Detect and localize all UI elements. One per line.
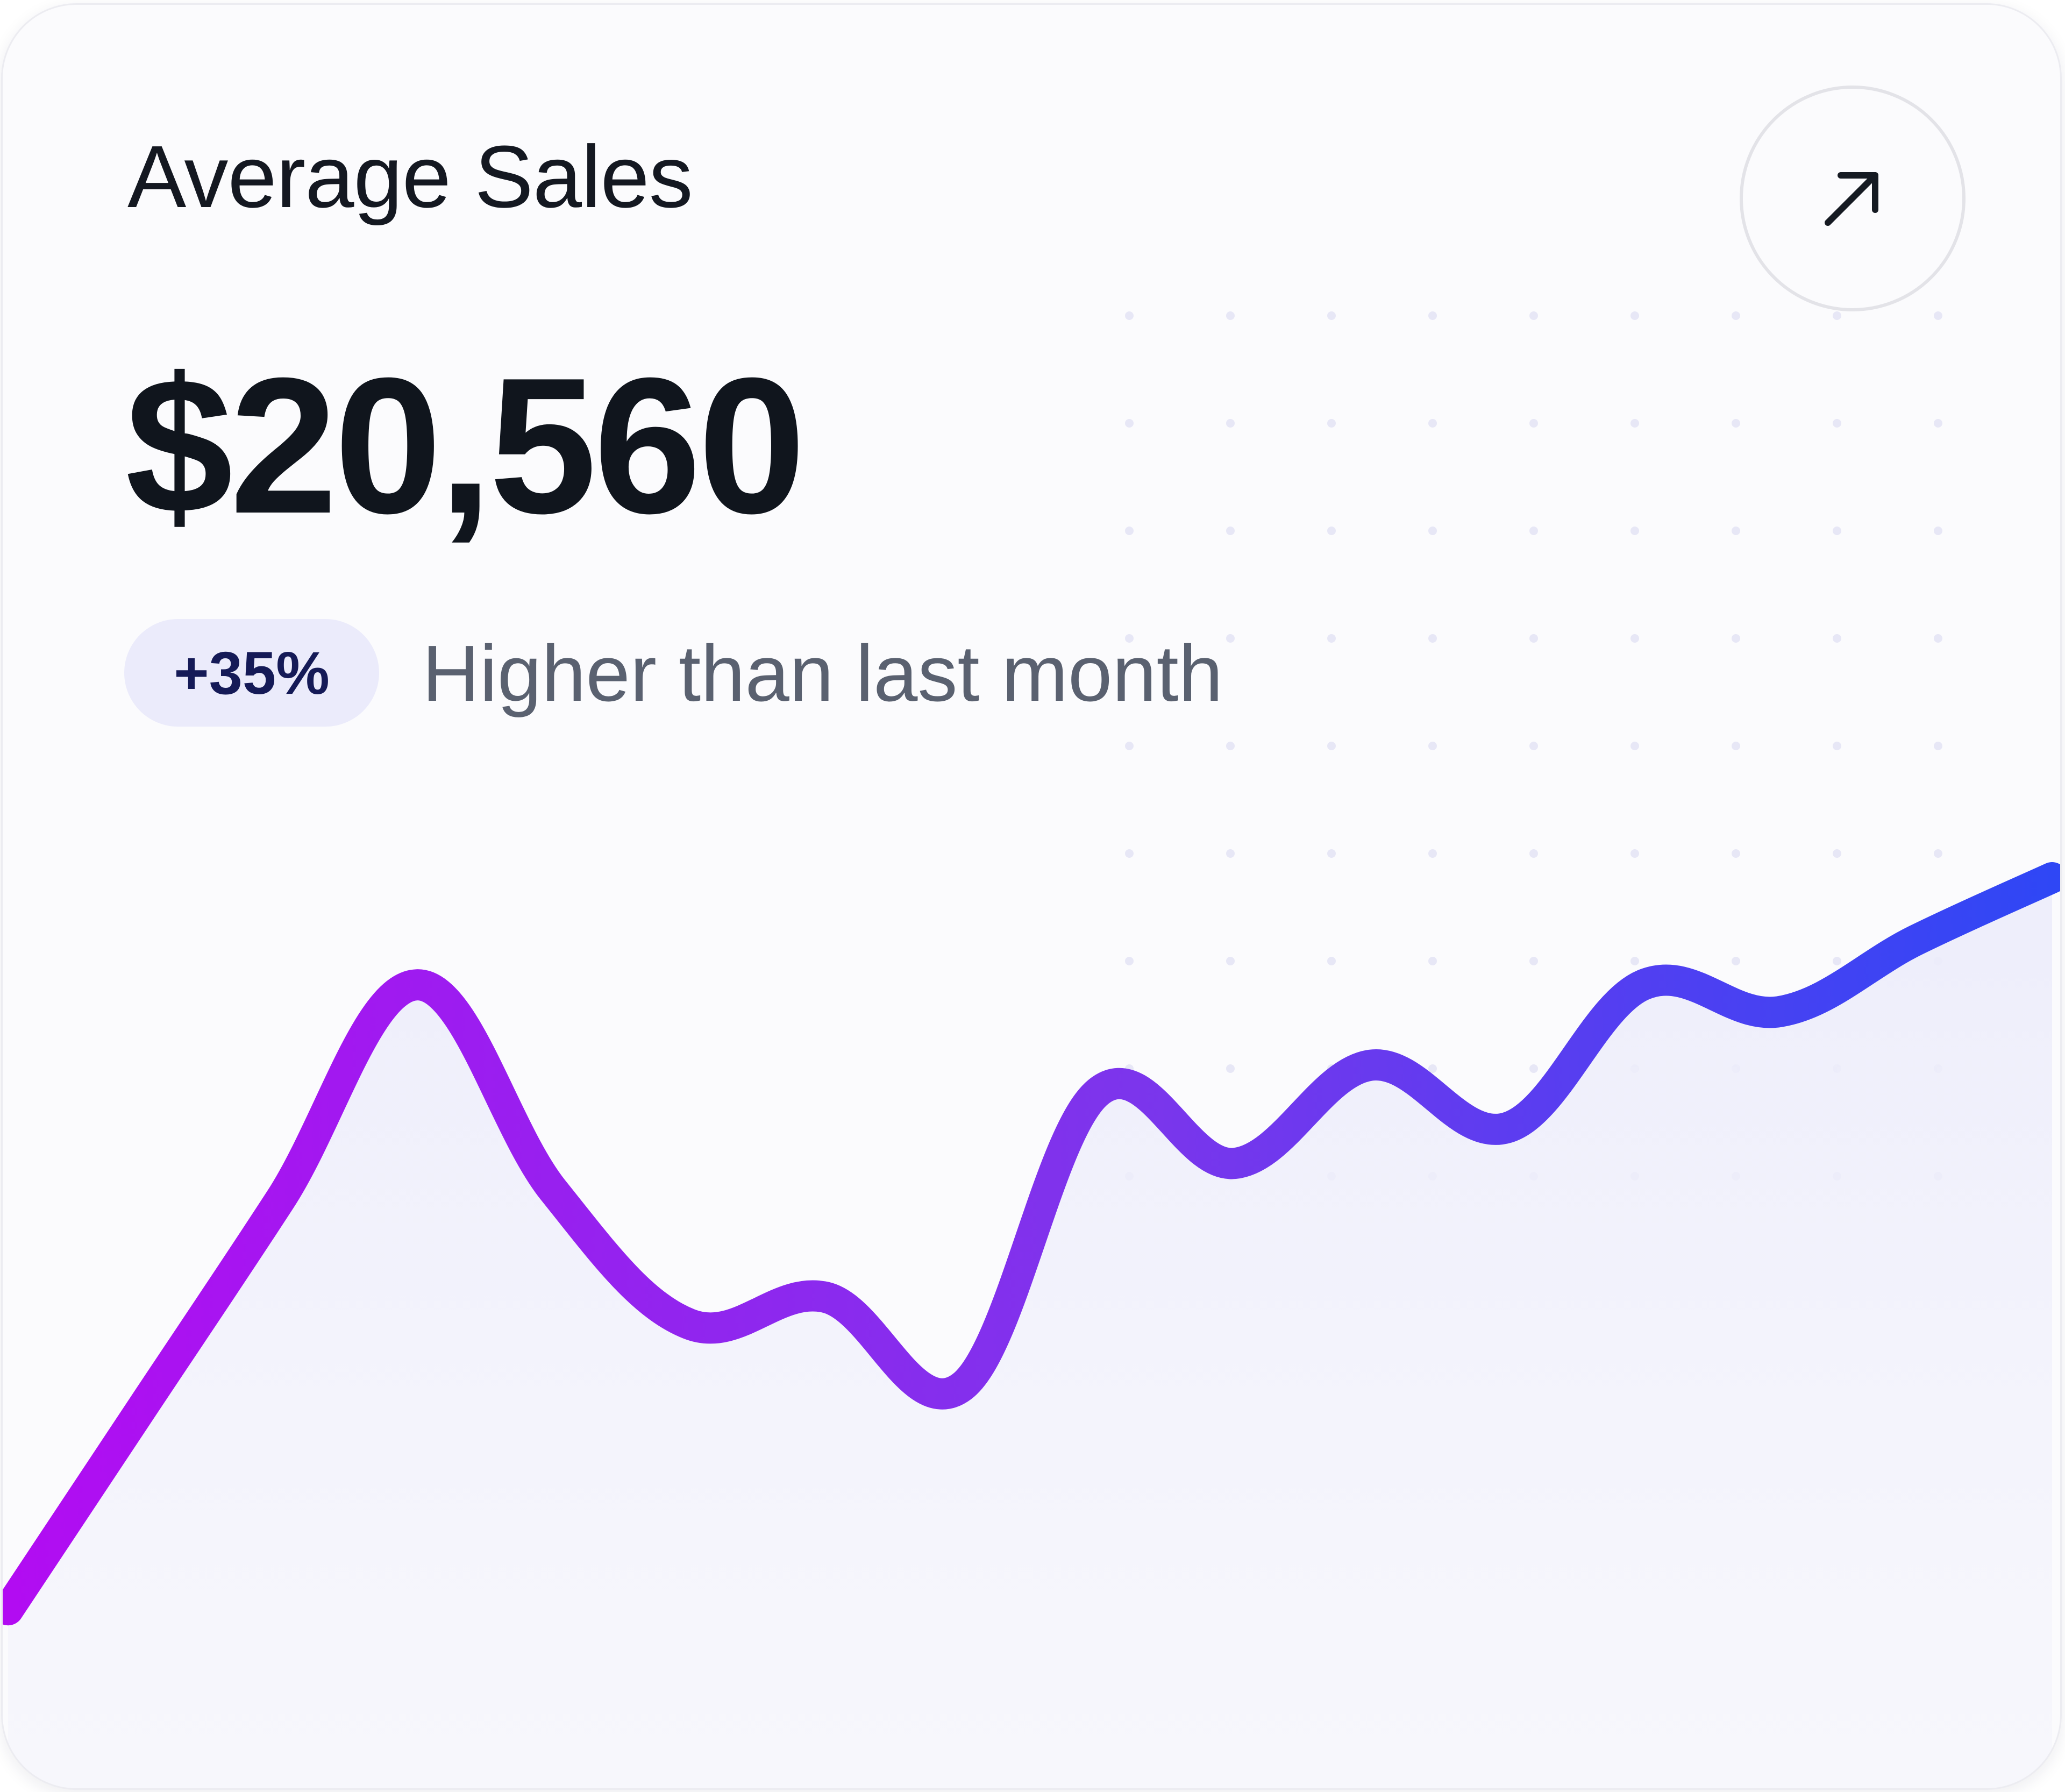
chart-point-15	[1916, 940, 1917, 941]
chart-point-9	[1098, 1091, 1099, 1092]
chart-point-14	[1779, 1011, 1780, 1012]
chart-point-3	[280, 1199, 281, 1200]
average-sales-card: Average Sales $20,560 +35% Higher than l…	[1, 3, 2062, 1790]
chart-point-6	[689, 1324, 690, 1325]
chart-point-4	[416, 984, 417, 985]
average-sales-amount: $20,560	[125, 338, 806, 554]
chart-point-5	[553, 1190, 554, 1191]
chart-point-7	[825, 1297, 826, 1298]
chart-point-10	[1234, 1163, 1235, 1164]
sales-trend-line	[3, 862, 2060, 1626]
chart-point-11	[1370, 1065, 1371, 1066]
chart-point-2	[144, 1404, 145, 1405]
chart-point-8	[962, 1386, 963, 1387]
chart-point-13	[1643, 984, 1644, 985]
percentage-change-badge: +35%	[124, 619, 379, 727]
open-details-button[interactable]	[1740, 86, 1966, 311]
chart-point-12	[1506, 1127, 1507, 1128]
chart-point-16	[2052, 877, 2053, 878]
comparison-text: Higher than last month	[422, 629, 1223, 718]
arrow-up-right-icon	[1815, 160, 1890, 237]
chart-point-1	[8, 1609, 9, 1610]
card-title: Average Sales	[127, 127, 693, 226]
sales-trend-chart	[3, 862, 2060, 1788]
